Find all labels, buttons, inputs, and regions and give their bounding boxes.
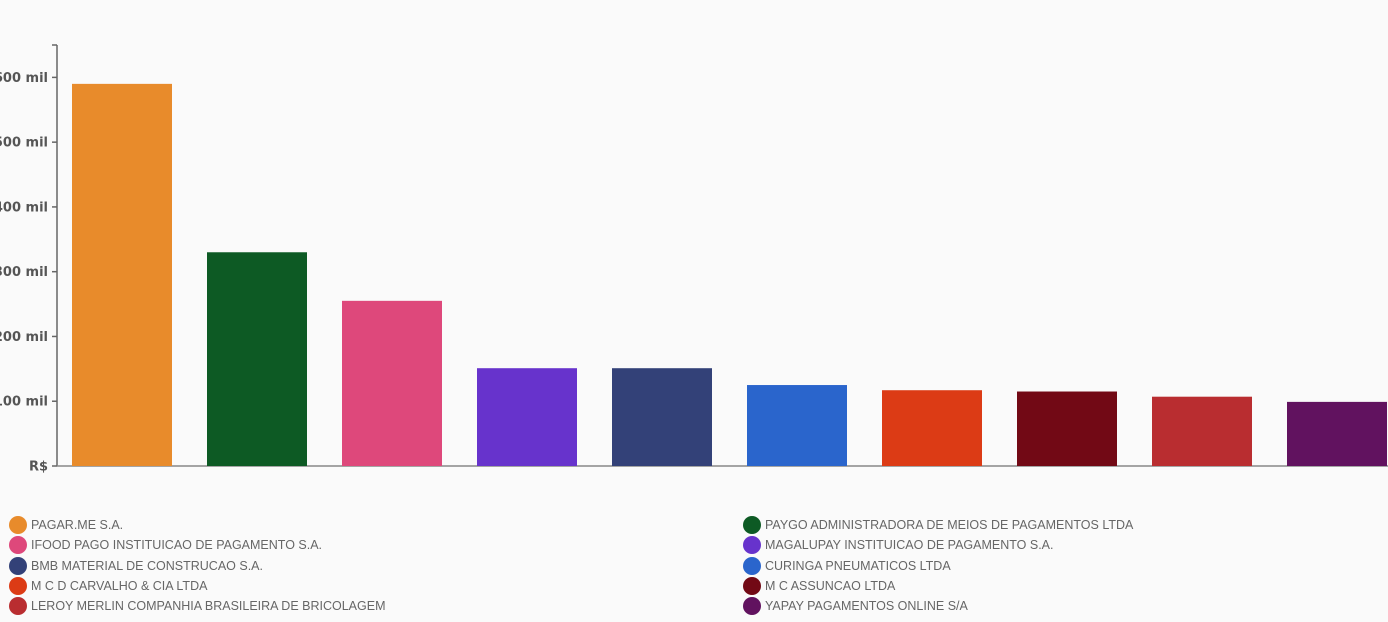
legend-label: CURINGA PNEUMATICOS LTDA <box>765 558 951 573</box>
legend-swatch <box>9 536 27 555</box>
legend-item[interactable]: IFOOD PAGO INSTITUICAO DE PAGAMENTO S.A. <box>9 536 743 555</box>
y-tick-label: 400 mil <box>0 200 48 215</box>
legend-item[interactable]: CURINGA PNEUMATICOS LTDA <box>743 556 1388 575</box>
y-tick-label: R$ <box>29 460 48 475</box>
legend-item[interactable]: M C ASSUNCAO LTDA <box>743 577 1388 596</box>
legend-item[interactable]: LEROY MERLIN COMPANHIA BRASILEIRA DE BRI… <box>9 597 743 616</box>
bar[interactable] <box>1017 391 1117 466</box>
y-tick-label: 300 mil <box>0 265 48 280</box>
bar[interactable] <box>207 252 307 466</box>
legend-label: PAYGO ADMINISTRADORA DE MEIOS DE PAGAMEN… <box>765 518 1134 533</box>
legend-label: M C ASSUNCAO LTDA <box>765 579 896 594</box>
legend-label: PAGAR.ME S.A. <box>31 518 124 533</box>
legend-swatch <box>9 577 27 596</box>
bar[interactable] <box>342 300 442 466</box>
legend-swatch <box>743 556 761 575</box>
legend-item[interactable]: M C D CARVALHO & CIA LTDA <box>9 577 743 596</box>
legend-swatch <box>9 516 27 535</box>
y-tick-label: 500 mil <box>0 136 48 151</box>
bar[interactable] <box>747 385 847 466</box>
legend-label: IFOOD PAGO INSTITUICAO DE PAGAMENTO S.A. <box>31 538 323 553</box>
legend-item[interactable]: BMB MATERIAL DE CONSTRUCAO S.A. <box>9 556 743 575</box>
y-tick-label: 600 mil <box>0 71 48 86</box>
legend-swatch <box>743 597 761 616</box>
bar[interactable] <box>1152 396 1252 466</box>
legend-label: LEROY MERLIN COMPANHIA BRASILEIRA DE BRI… <box>31 599 386 614</box>
bar[interactable] <box>882 390 982 466</box>
legend-swatch <box>9 597 27 616</box>
legend-swatch <box>743 577 761 596</box>
bar[interactable] <box>72 83 172 466</box>
legend: PAGAR.ME S.A. PAYGO ADMINISTRADORA DE MEI… <box>9 516 1388 616</box>
bar[interactable] <box>477 368 577 466</box>
bar[interactable] <box>612 368 712 466</box>
legend-item[interactable]: PAGAR.ME S.A. <box>9 516 743 535</box>
legend-swatch <box>743 536 761 555</box>
legend-item[interactable]: MAGALUPAY INSTITUICAO DE PAGAMENTO S.A. <box>743 536 1388 555</box>
legend-swatch <box>9 556 27 575</box>
legend-label: YAPAY PAGAMENTOS ONLINE S/A <box>765 599 968 614</box>
legend-item[interactable]: YAPAY PAGAMENTOS ONLINE S/A <box>743 597 1388 616</box>
bar[interactable] <box>1287 401 1387 466</box>
legend-swatch <box>743 516 761 535</box>
y-tick-label: 200 mil <box>0 330 48 345</box>
y-tick-label: 100 mil <box>0 395 48 410</box>
legend-item[interactable]: PAYGO ADMINISTRADORA DE MEIOS DE PAGAMEN… <box>743 516 1388 535</box>
legend-label: MAGALUPAY INSTITUICAO DE PAGAMENTO S.A. <box>765 538 1054 553</box>
legend-label: BMB MATERIAL DE CONSTRUCAO S.A. <box>31 558 263 573</box>
legend-label: M C D CARVALHO & CIA LTDA <box>31 579 208 594</box>
bars <box>72 83 1387 466</box>
bar-chart: R$ 100 mil 200 mil 300 mil 400 mil 500 mil 600… <box>0 44 1388 475</box>
